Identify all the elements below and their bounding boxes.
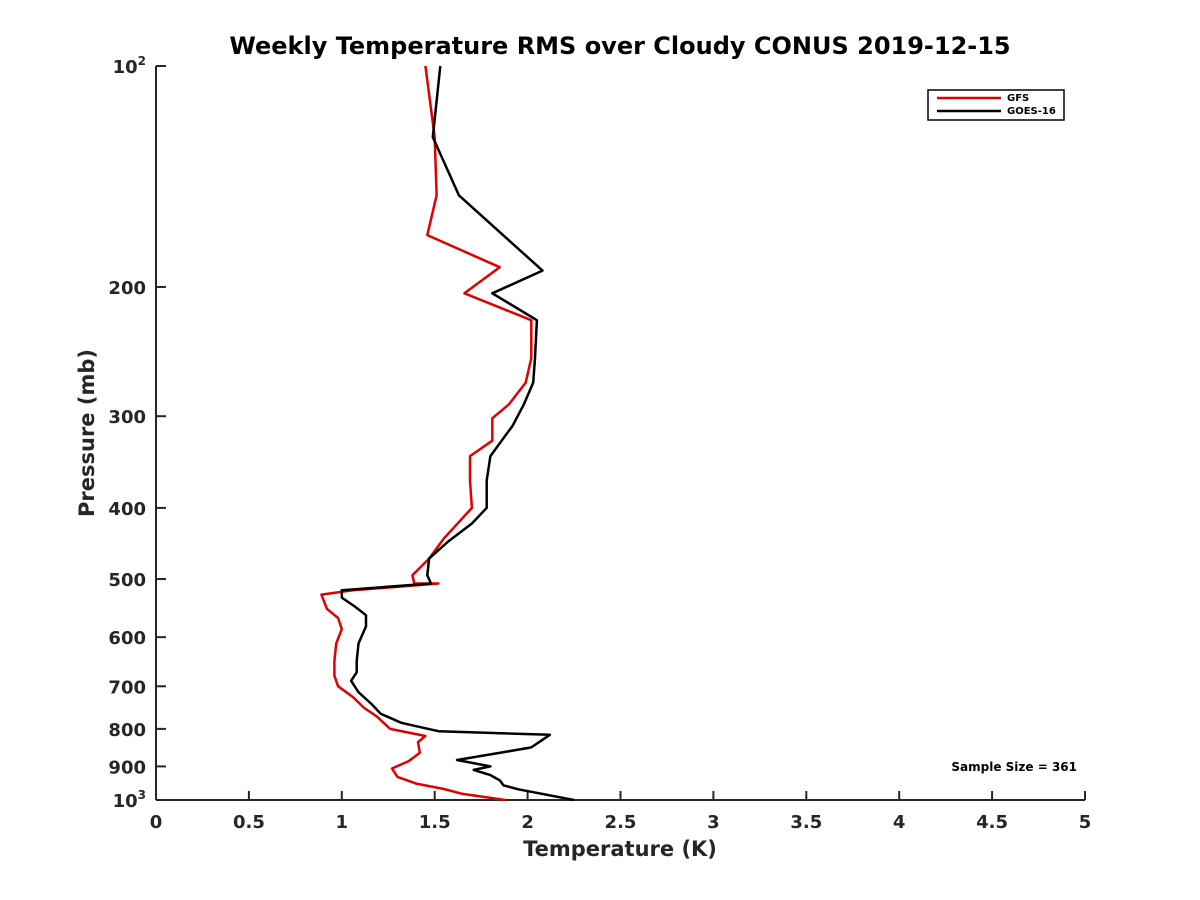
series-lines	[320, 65, 575, 802]
y-axis-label: Pressure (mb)	[75, 349, 99, 517]
y-tick-label: 200	[108, 278, 146, 299]
y-tick-label: 600	[108, 628, 146, 649]
x-tick-label: 1	[336, 812, 349, 833]
legend-box	[927, 89, 1065, 121]
x-tick-label: 1.5	[419, 812, 451, 833]
x-axis-label: Temperature (K)	[523, 837, 717, 861]
legend: GFS GOES-16	[927, 89, 1065, 121]
y-tick-label: 103	[113, 788, 146, 812]
y-tick-label: 400	[108, 499, 146, 520]
series-line-gfs	[320, 65, 533, 802]
legend-label-gfs: GFS	[1007, 93, 1029, 104]
x-tick-label: 5	[1079, 812, 1092, 833]
x-tick-label: 0	[150, 812, 163, 833]
x-tick-label: 2	[521, 812, 534, 833]
y-tick-label: 300	[108, 407, 146, 428]
sample-size-annotation: Sample Size = 361	[951, 760, 1077, 774]
x-tick-label: 3.5	[790, 812, 822, 833]
x-tick-label: 2.5	[605, 812, 637, 833]
y-axis-ticks: 102 200 300 400 500 600 700 800 900 103	[108, 54, 166, 812]
y-tick-label: 102	[113, 54, 146, 78]
legend-label-goes16: GOES-16	[1007, 106, 1056, 117]
x-tick-label: 4.5	[976, 812, 1008, 833]
y-tick-label: 800	[108, 720, 146, 741]
y-tick-label: 500	[108, 570, 146, 591]
x-axis-ticks: 0 0.5 1 1.5 2 2.5 3 3.5 4 4.5 5	[150, 791, 1092, 833]
y-tick-label: 900	[108, 757, 146, 778]
x-tick-label: 3	[707, 812, 720, 833]
chart-title: Weekly Temperature RMS over Cloudy CONUS…	[229, 32, 1010, 60]
x-tick-label: 4	[893, 812, 906, 833]
y-tick-label: 700	[108, 677, 146, 698]
x-tick-label: 0.5	[233, 812, 265, 833]
series-line-goes16	[340, 65, 575, 802]
plot-area: 102 200 300 400 500 600 700 800 900 103 0 0.5 1 1.5 2…	[108, 54, 1091, 833]
